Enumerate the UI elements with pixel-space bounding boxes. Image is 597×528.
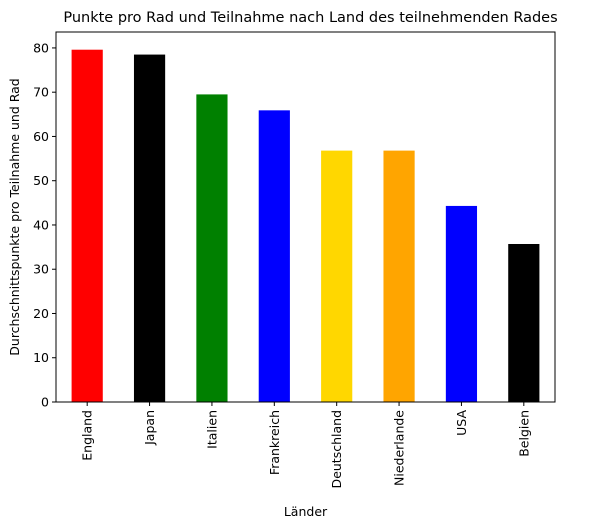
bar-deutschland — [321, 150, 353, 402]
bar-frankreich — [258, 110, 290, 403]
y-tick-label: 0 — [41, 395, 49, 410]
x-tick-label: Japan — [142, 410, 157, 446]
x-axis-label: Länder — [284, 504, 328, 519]
x-tick-label: England — [80, 410, 95, 461]
x-tick-label: Italien — [204, 410, 219, 449]
plot-frame — [55, 31, 556, 403]
bar-england — [71, 49, 103, 403]
bar-usa — [445, 205, 478, 402]
bar-belgien — [508, 243, 540, 402]
y-tick-label: 60 — [33, 129, 49, 144]
bar-niederlande — [383, 150, 415, 402]
bars-group — [71, 49, 540, 403]
bar-italien — [196, 94, 228, 403]
y-tick-label: 40 — [33, 217, 49, 232]
x-axis-ticks: England Japan Italien Frankreich Deutschland… — [80, 402, 531, 488]
x-tick-label: USA — [454, 410, 469, 436]
y-tick-label: 10 — [33, 350, 49, 365]
x-tick-label: Niederlande — [392, 410, 407, 486]
y-tick-label: 20 — [33, 306, 49, 321]
y-tick-label: 50 — [33, 173, 49, 188]
y-axis-ticks: 0 10 20 30 40 50 60 70 80 — [33, 40, 56, 410]
y-tick-label: 80 — [33, 40, 49, 55]
y-axis-label: Durchschnittspunkte pro Teilnahme und Ra… — [7, 78, 22, 355]
x-tick-label: Deutschland — [329, 410, 344, 488]
bar-japan — [133, 54, 166, 402]
x-tick-label: Belgien — [516, 410, 531, 457]
chart-title: Punkte pro Rad und Teilnahme nach Land d… — [63, 10, 557, 26]
x-tick-label: Frankreich — [267, 410, 282, 475]
y-tick-label: 30 — [33, 262, 49, 277]
y-tick-label: 70 — [33, 85, 49, 100]
